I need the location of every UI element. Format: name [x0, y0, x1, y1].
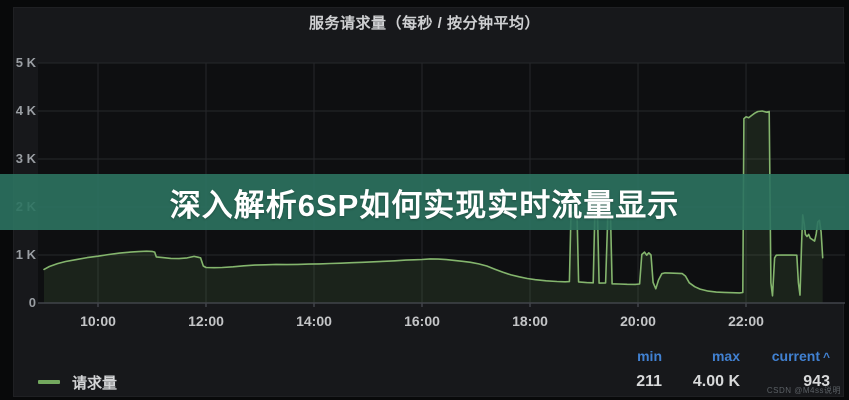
legend-table: min max current ^ 请求量 211 4.00 K 943 [38, 343, 830, 395]
legend-header-current[interactable]: current ^ [771, 348, 830, 364]
legend-series-toggle[interactable]: 请求量 [38, 372, 598, 393]
promo-overlay-text: 深入解析6SP如何实现实时流量显示 [169, 187, 680, 223]
promo-overlay-banner: 深入解析6SP如何实现实时流量显示 [0, 174, 849, 230]
x-axis-label: 20:00 [620, 313, 656, 329]
x-axis-label: 18:00 [512, 313, 548, 329]
panel-title: 服务请求量（每秒 / 按分钟平均） [308, 15, 540, 32]
y-axis-label: 4 K [15, 103, 36, 118]
legend-series-label: 请求量 [72, 374, 118, 392]
sort-caret-icon: ^ [822, 350, 830, 364]
y-axis-label: 3 K [15, 151, 36, 166]
x-axis-label: 22:00 [728, 313, 764, 329]
y-axis-label: 0 [28, 295, 36, 310]
series-color-dash-icon [38, 380, 60, 384]
x-axis-label: 12:00 [188, 313, 224, 329]
x-axis-label: 14:00 [296, 313, 332, 329]
csdn-watermark: CSDN @M4ss说明 [766, 386, 841, 395]
legend-max-value: 4.00 K [692, 373, 740, 390]
y-axis-label: 5 K [15, 55, 36, 70]
legend-header-min[interactable]: min [637, 348, 662, 364]
legend-min-value: 211 [636, 373, 662, 390]
legend-header-max[interactable]: max [711, 348, 740, 364]
legend-current-value: 943 [803, 373, 830, 390]
x-axis-label: 10:00 [80, 313, 116, 329]
y-axis-label: 1 K [15, 247, 36, 262]
x-axis-label: 16:00 [404, 313, 440, 329]
